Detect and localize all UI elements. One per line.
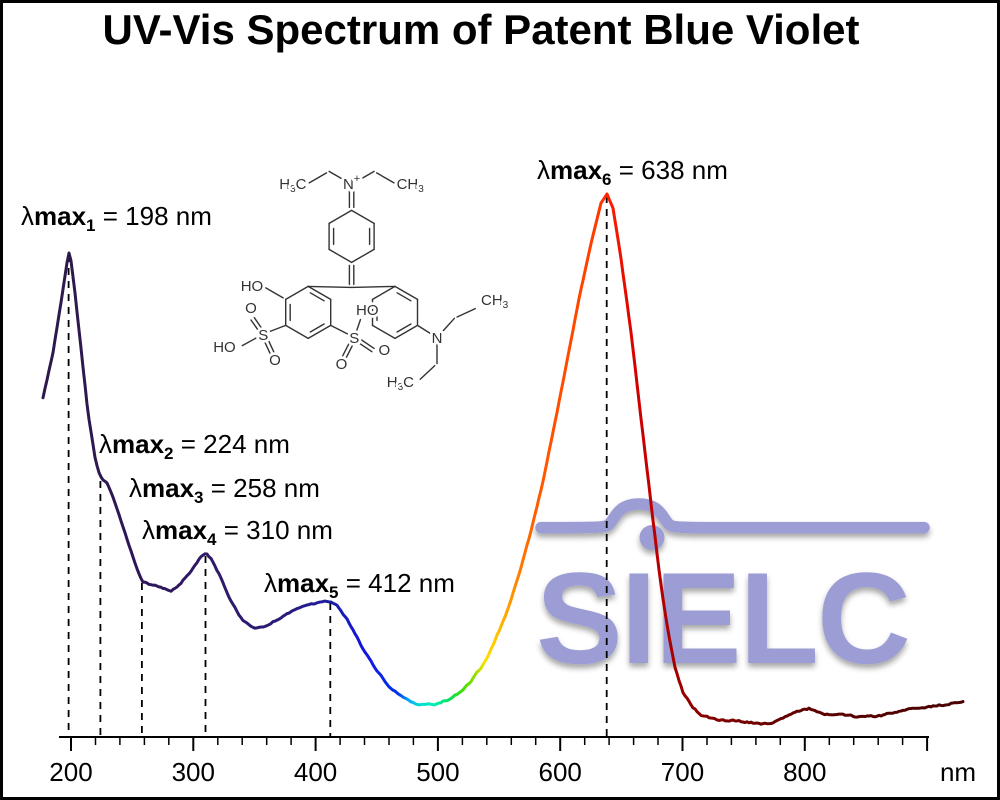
svg-text:700: 700: [661, 757, 704, 787]
svg-text:λmax6 = 638 nm: λmax6 = 638 nm: [537, 155, 728, 189]
svg-text:S: S: [258, 327, 268, 344]
svg-text:O: O: [245, 300, 257, 317]
svg-text:N+: N+: [343, 173, 360, 193]
svg-text:N: N: [432, 330, 443, 347]
svg-text:λmax1 = 198 nm: λmax1 = 198 nm: [21, 201, 212, 235]
svg-text:CH3: CH3: [397, 176, 425, 195]
svg-text:nm: nm: [940, 757, 976, 787]
svg-text:λmax3 = 258 nm: λmax3 = 258 nm: [129, 473, 320, 507]
svg-text:CH3: CH3: [481, 292, 509, 311]
svg-text:λmax2 = 224 nm: λmax2 = 224 nm: [99, 429, 290, 463]
svg-text:H3C: H3C: [387, 374, 414, 393]
svg-text:S: S: [349, 330, 359, 347]
svg-text:300: 300: [172, 757, 215, 787]
svg-text:HO: HO: [241, 278, 264, 295]
svg-text:HO: HO: [356, 302, 379, 319]
svg-text:500: 500: [416, 757, 459, 787]
svg-text:H3C: H3C: [279, 176, 306, 195]
svg-text:λmax4 = 310 nm: λmax4 = 310 nm: [142, 515, 333, 549]
svg-text:600: 600: [539, 757, 582, 787]
svg-text:SIELC: SIELC: [536, 545, 909, 691]
svg-text:400: 400: [294, 757, 337, 787]
svg-text:HO: HO: [213, 339, 236, 356]
svg-text:O: O: [336, 356, 348, 373]
svg-text:200: 200: [49, 757, 92, 787]
svg-text:800: 800: [783, 757, 826, 787]
svg-text:λmax5 = 412 nm: λmax5 = 412 nm: [264, 568, 455, 602]
svg-text:O: O: [379, 342, 391, 359]
svg-text:O: O: [269, 352, 281, 369]
